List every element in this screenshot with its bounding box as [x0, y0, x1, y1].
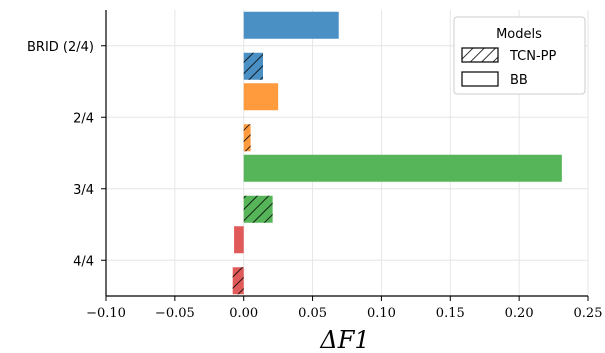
legend-label: TCN-PP: [509, 49, 557, 64]
x-tick-label: 0.10: [367, 306, 396, 321]
y-tick-label: 2/4: [73, 111, 94, 126]
legend-swatch: [461, 71, 499, 87]
legend-title: Models: [496, 27, 542, 42]
y-tick-label: 3/4: [73, 183, 94, 198]
x-axis-label: ΔF1: [319, 326, 369, 353]
y-tick-label: 4/4: [73, 254, 94, 269]
bar-bb: [234, 226, 244, 254]
legend-swatch-hatch: [462, 48, 498, 62]
axes: [101, 10, 589, 301]
bar-hatch: [243, 195, 273, 223]
bar-bb: [243, 11, 339, 39]
legend: Models TCN-PP BB: [453, 16, 586, 95]
x-tick-label: 0.25: [574, 306, 603, 321]
x-tick-label: 0.00: [229, 306, 258, 321]
bars: [232, 11, 562, 295]
bar-bb: [243, 154, 562, 182]
bar-hatch: [232, 267, 244, 295]
bar-hatch: [243, 124, 251, 152]
bar-hatch: [243, 52, 263, 80]
x-tick-labels: −0.10 −0.05 0.00 0.05 0.10 0.15 0.20 0.25: [86, 306, 602, 321]
x-tick-label: 0.05: [298, 306, 327, 321]
bar-bb: [243, 83, 279, 111]
y-tick-labels: BRID (2/4) 2/4 3/4 4/4: [27, 40, 94, 270]
y-tick-label: BRID (2/4): [27, 40, 94, 55]
x-tick-label: 0.15: [436, 306, 465, 321]
legend-label: BB: [510, 73, 528, 88]
x-tick-label: −0.05: [155, 306, 195, 321]
x-tick-label: 0.20: [505, 306, 534, 321]
x-tick-label: −0.10: [86, 306, 126, 321]
